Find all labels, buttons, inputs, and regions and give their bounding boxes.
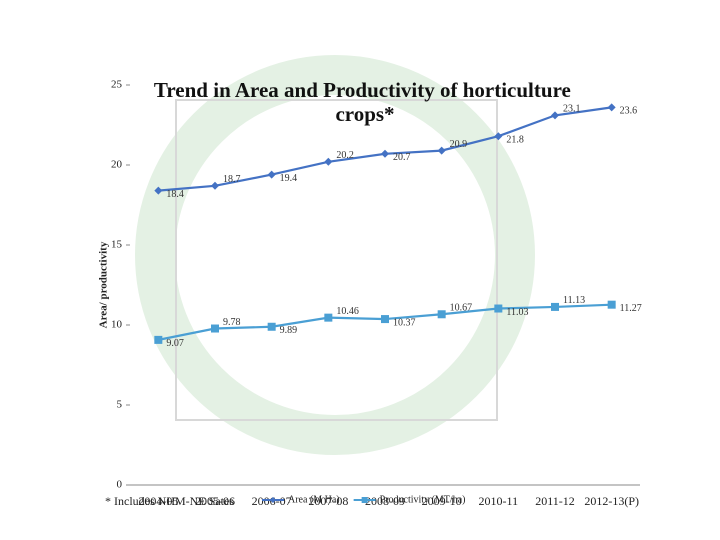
- y-axis-label: Area/ productivity: [98, 241, 110, 328]
- marker: [324, 157, 333, 166]
- chart-title: Trend in Area and Productivity of hortic…: [154, 78, 576, 126]
- legend-label: Area (M Ha): [288, 494, 340, 505]
- x-tick-label: 2011-12: [535, 494, 575, 508]
- data-label: 11.13: [563, 295, 585, 306]
- x-tick-label: 2004-05: [138, 494, 178, 508]
- marker: [267, 170, 276, 179]
- marker: [551, 111, 559, 120]
- data-label: 9.78: [223, 317, 241, 328]
- marker: [381, 149, 389, 158]
- data-label: 11.27: [620, 303, 642, 314]
- data-label: 9.07: [166, 338, 184, 349]
- data-label: 18.7: [223, 174, 241, 185]
- y-tick-label: 10: [111, 319, 123, 331]
- footnote: * Includes NHM-NE Sates: [105, 494, 234, 508]
- data-label: 23.1: [563, 104, 581, 115]
- data-label: 18.4: [166, 189, 184, 200]
- x-tick-label: 2007-08: [308, 494, 348, 508]
- x-tick-label: 2010-11: [479, 494, 519, 508]
- marker: [154, 186, 163, 195]
- data-label: 20.2: [336, 150, 354, 161]
- legend-label: Productivity (MT/ha): [380, 494, 466, 505]
- watermark: [135, 55, 535, 455]
- y-tick-label: 25: [111, 79, 123, 91]
- data-label: 10.67: [450, 303, 473, 314]
- y-tick-label: 15: [111, 239, 123, 251]
- marker: [437, 146, 446, 155]
- y-tick-label: 5: [117, 399, 123, 411]
- marker: [437, 310, 446, 319]
- marker: [494, 132, 503, 141]
- marker: [494, 304, 503, 313]
- y-tick-label: 20: [111, 159, 123, 171]
- marker: [324, 313, 333, 322]
- marker: [551, 302, 559, 311]
- marker: [607, 103, 616, 112]
- legend-marker: [270, 497, 276, 503]
- marker: [381, 315, 389, 324]
- data-label: 9.89: [280, 325, 298, 336]
- x-tick-label: 2008-09: [365, 494, 405, 508]
- data-label: 10.37: [393, 317, 416, 328]
- marker: [267, 322, 276, 331]
- x-tick-label: 2009-10: [422, 494, 462, 508]
- data-label: 20.9: [450, 139, 468, 150]
- marker: [211, 324, 219, 333]
- x-tick-label: 2005-06: [195, 494, 235, 508]
- data-label: 23.6: [620, 106, 638, 117]
- marker: [607, 300, 616, 309]
- y-tick-label: 0: [117, 479, 123, 491]
- data-label: 11.03: [506, 307, 528, 318]
- data-label: 20.7: [393, 152, 411, 163]
- legend-marker: [361, 497, 368, 503]
- marker: [154, 335, 163, 344]
- x-tick-label: 2012-13(P): [584, 494, 639, 508]
- data-label: 10.46: [336, 306, 359, 317]
- data-label: 19.4: [280, 173, 298, 184]
- watermark-frame: [175, 99, 498, 421]
- marker: [211, 181, 219, 190]
- data-label: 21.8: [506, 134, 524, 145]
